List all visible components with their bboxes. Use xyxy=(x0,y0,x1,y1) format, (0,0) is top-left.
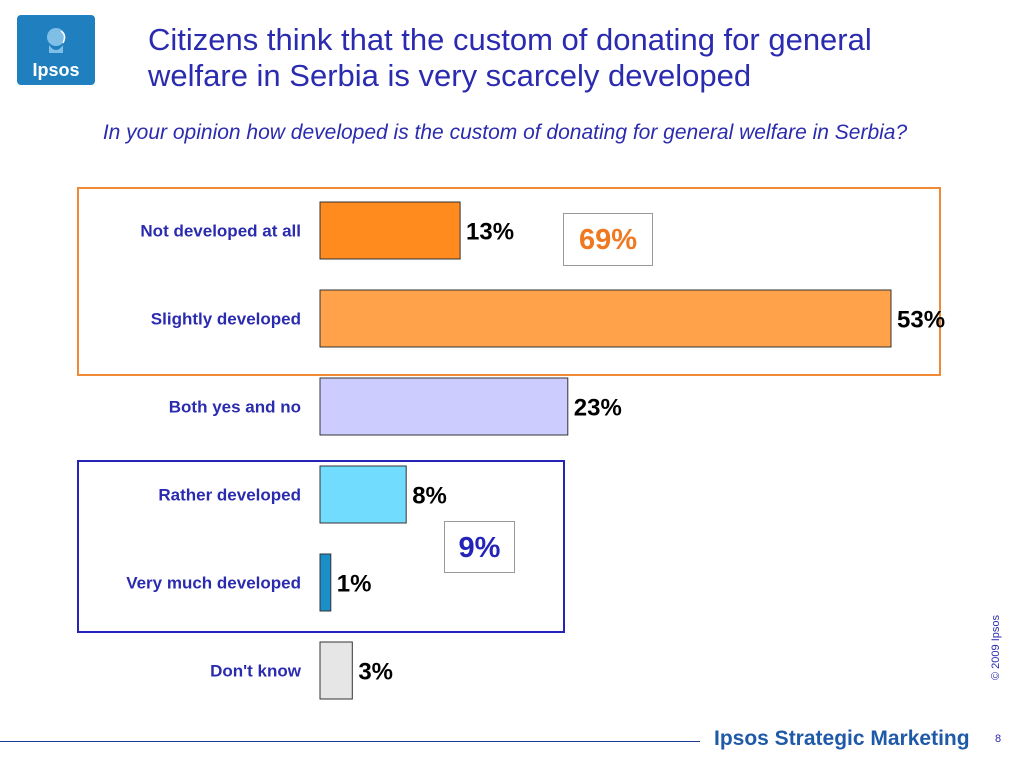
category-label-1: Slightly developed xyxy=(151,310,301,329)
negative-group-frame xyxy=(77,187,941,376)
value-label-0: 13% xyxy=(466,219,514,246)
bar-1 xyxy=(319,289,892,348)
bar-5 xyxy=(319,641,353,700)
page-number: 8 xyxy=(995,733,1002,745)
footer-divider xyxy=(0,741,700,742)
copyright-text: © 2009 Ipsos xyxy=(990,615,1002,680)
category-label-2: Both yes and no xyxy=(169,398,301,417)
positive-group-frame xyxy=(77,460,565,633)
category-label-4: Very much developed xyxy=(126,574,301,593)
page-title: Citizens think that the custom of donati… xyxy=(148,22,872,93)
value-label-5: 3% xyxy=(358,659,393,686)
bar-3 xyxy=(319,465,407,524)
question-subtitle: In your opinion how developed is the cus… xyxy=(102,121,908,144)
value-label-3: 8% xyxy=(412,483,447,510)
brand-name: Ipsos Strategic Marketing xyxy=(714,727,970,750)
category-label-5: Don't know xyxy=(210,662,302,681)
logo-head-icon xyxy=(47,28,66,53)
bar-2 xyxy=(319,377,569,436)
value-label-4: 1% xyxy=(337,571,372,598)
logo-text: Ipsos xyxy=(32,60,80,80)
value-label-2: 23% xyxy=(574,395,622,422)
negative-total-badge: 69% xyxy=(563,213,653,266)
ipsos-logo: Ipsos xyxy=(17,15,95,85)
value-label-1: 53% xyxy=(897,307,945,334)
positive-total-badge: 9% xyxy=(444,521,515,573)
bar-4 xyxy=(319,553,332,612)
bar-0 xyxy=(319,201,461,260)
category-label-0: Not developed at all xyxy=(140,222,301,241)
category-label-3: Rather developed xyxy=(158,486,301,505)
